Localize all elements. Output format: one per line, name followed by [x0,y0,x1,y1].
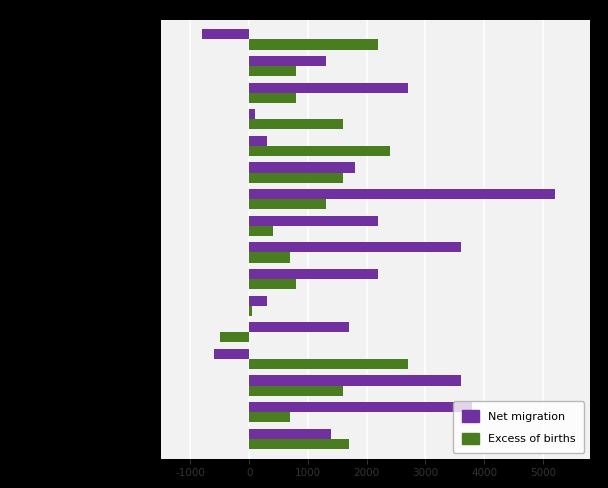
Bar [249,189,554,199]
Bar [249,82,408,93]
Bar [249,375,461,386]
Bar [214,349,249,359]
Bar [249,269,378,279]
Bar [249,146,390,156]
Bar [249,428,331,439]
Bar [249,216,378,226]
Bar [249,305,252,316]
Bar [249,93,296,103]
Bar [249,109,255,120]
Bar [249,296,267,305]
Bar [249,402,472,412]
Bar [249,412,290,422]
Bar [249,199,325,209]
Bar [249,163,355,173]
Bar [249,40,378,50]
Bar [249,243,461,252]
Bar [249,279,296,289]
Bar [249,252,290,263]
Bar [249,322,349,332]
Bar [202,29,249,40]
Bar [249,56,325,66]
Bar [249,386,343,396]
Bar [249,173,343,183]
Bar [249,359,408,369]
Bar [249,439,349,449]
Bar [249,226,272,236]
Bar [249,66,296,76]
Bar [249,136,267,146]
Bar [220,332,249,343]
Legend: Net migration, Excess of births: Net migration, Excess of births [453,402,584,453]
Bar [249,120,343,129]
